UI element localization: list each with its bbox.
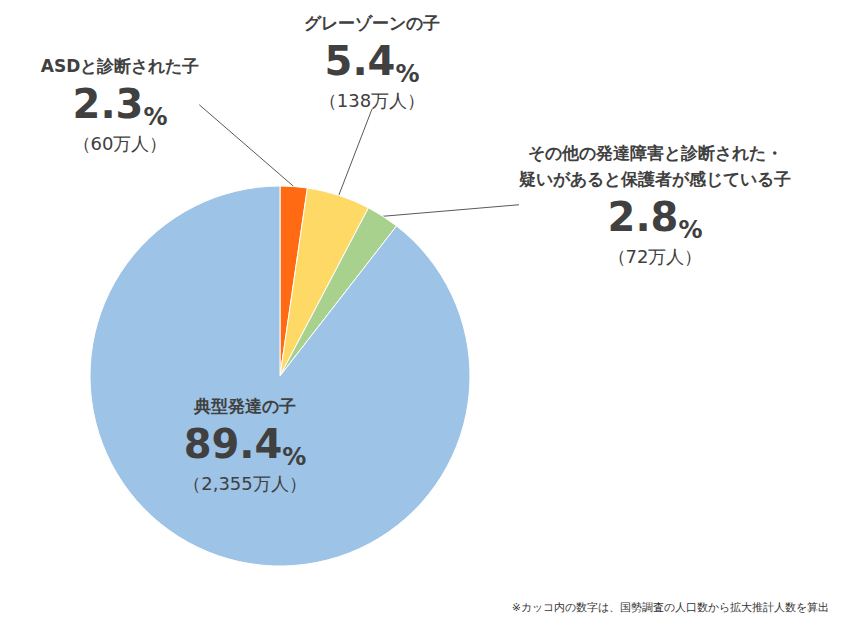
svg-text:※カッコ内の数字は、国勢調査の人口数から拡大推計人数を算出: ※カッコ内の数字は、国勢調査の人口数から拡大推計人数を算出 <box>512 601 829 614</box>
svg-text:グレーゾーンの子: グレーゾーンの子 <box>304 13 440 33</box>
svg-text:（138万人）: （138万人） <box>319 90 425 111</box>
svg-text:その他の発達障害と診断された・: その他の発達障害と診断された・ <box>528 143 783 163</box>
svg-text:%: % <box>143 103 167 131</box>
svg-text:ASDと診断された子: ASDと診断された子 <box>41 56 200 76</box>
svg-text:%: % <box>395 60 419 88</box>
svg-text:（60万人）: （60万人） <box>73 133 168 154</box>
svg-text:89.4: 89.4 <box>184 421 283 467</box>
svg-text:%: % <box>282 443 306 471</box>
svg-text:%: % <box>678 216 702 244</box>
svg-text:2.8: 2.8 <box>608 194 679 240</box>
svg-text:（2,355万人）: （2,355万人） <box>183 473 307 494</box>
svg-text:5.4: 5.4 <box>325 38 396 84</box>
svg-text:疑いがあると保護者が感じている子: 疑いがあると保護者が感じている子 <box>518 169 791 189</box>
svg-text:（72万人）: （72万人） <box>608 246 703 267</box>
svg-text:典型発達の子: 典型発達の子 <box>193 396 296 416</box>
svg-text:2.3: 2.3 <box>73 81 144 127</box>
